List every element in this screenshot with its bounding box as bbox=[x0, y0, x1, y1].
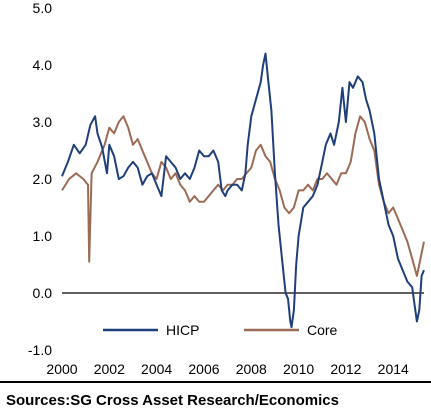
y-tick-label: -1.0 bbox=[28, 342, 52, 358]
y-tick-label: 4.0 bbox=[33, 57, 53, 73]
y-tick-label: 2.0 bbox=[33, 171, 53, 187]
x-tick-labels: 2000 2002 2004 2006 2008 2010 2012 2014 bbox=[46, 361, 409, 377]
series-line-hicp bbox=[61, 52, 425, 329]
x-tick-label: 2006 bbox=[188, 361, 219, 377]
y-tick-labels: 5.0 4.0 3.0 2.0 1.0 0.0 -1.0 bbox=[28, 0, 52, 358]
y-tick-label: 5.0 bbox=[33, 0, 53, 16]
x-tick-label: 2000 bbox=[46, 361, 77, 377]
source-note: Sources:SG Cross Asset Research/Economic… bbox=[6, 392, 339, 409]
y-tick-label: 0.0 bbox=[33, 285, 53, 301]
x-tick-label: 2014 bbox=[378, 361, 409, 377]
x-tick-label: 2004 bbox=[141, 361, 172, 377]
y-tick-label: 1.0 bbox=[33, 228, 53, 244]
series-line-core bbox=[61, 115, 425, 277]
x-tick-label: 2002 bbox=[94, 361, 125, 377]
y-tick-label: 3.0 bbox=[33, 114, 53, 130]
plot-area: 5.04.03.02.01.00.0-1.0 2000 2002 2004 2006 2… bbox=[28, 0, 425, 377]
legend-label-core: Core bbox=[307, 322, 338, 338]
legend-label-hicp: HICP bbox=[166, 322, 199, 338]
source-divider bbox=[0, 381, 431, 383]
x-tick-label: 2008 bbox=[236, 361, 267, 377]
legend: HICP Core bbox=[103, 322, 338, 338]
x-tick-label: 2012 bbox=[330, 361, 361, 377]
series-lines bbox=[61, 52, 425, 329]
x-tick-label: 2010 bbox=[283, 361, 314, 377]
